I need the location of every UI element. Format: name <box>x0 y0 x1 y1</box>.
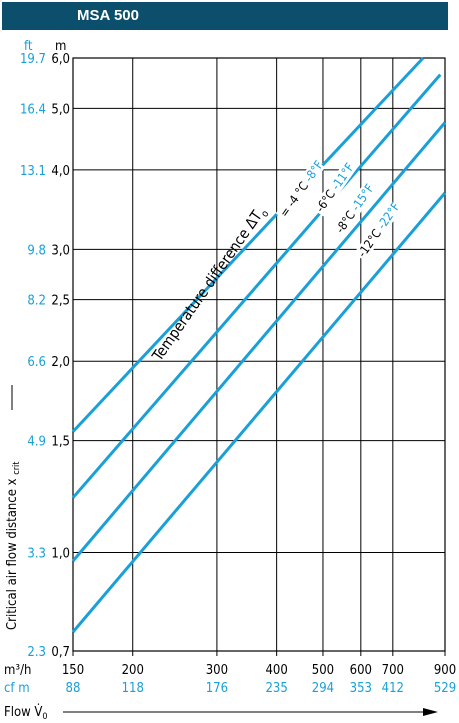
series-line <box>71 73 442 499</box>
y-tick-label-imperial: 8.2 <box>27 294 46 309</box>
x-axis-title: Flow V̇0 <box>4 705 438 722</box>
y-tick-label-imperial: 3.3 <box>27 547 46 562</box>
y-tick-label-imperial: 19.7 <box>20 52 46 67</box>
x-tick-label: 400 <box>265 663 287 678</box>
x-tick-label-imperial: 176 <box>206 681 228 696</box>
svg-text:Critical air flow distance x: Critical air flow distance x crit <box>5 462 22 630</box>
y-title-sub: crit <box>12 462 22 475</box>
plot-border <box>72 57 446 652</box>
x-tick-label-imperial: 294 <box>312 681 334 696</box>
series-line <box>71 56 425 433</box>
series-label-fahrenheit: -22°F <box>374 200 402 232</box>
x-axis-arrowhead <box>423 708 438 716</box>
annotation-sub: o <box>259 208 271 219</box>
chart-header: MSA 500 <box>2 2 448 30</box>
y-tick-label: 4,0 <box>51 164 70 179</box>
x-tick-label-imperial: 235 <box>265 681 287 696</box>
y-tick-label-imperial: 9.8 <box>27 243 46 258</box>
y-tick-label-imperial: 6.6 <box>27 355 46 370</box>
x-tick-label-imperial: 118 <box>122 681 144 696</box>
y-tick-label: 2,5 <box>51 294 70 309</box>
x-tick-label-imperial: 412 <box>382 681 404 696</box>
x-tick-label: 200 <box>122 663 144 678</box>
series-line <box>71 191 447 633</box>
y-tick-label: 0,7 <box>51 645 70 660</box>
series-line <box>71 121 447 562</box>
x-unit-imperial: cf m <box>4 681 30 696</box>
series-label-bg <box>331 176 381 238</box>
x-tick-label: 900 <box>434 663 456 678</box>
series-label-bg <box>353 200 403 262</box>
y-axis-title: Critical air flow distance x crit <box>5 385 22 630</box>
y-tick-label-imperial: 2.3 <box>27 645 46 660</box>
x-title-text: Flow V̇ <box>4 705 42 720</box>
y-unit-m: m <box>55 39 66 54</box>
y-tick-label: 6,0 <box>51 52 70 67</box>
y-tick-label-imperial: 16.4 <box>20 102 46 117</box>
y-tick-label: 2,0 <box>51 355 70 370</box>
y-title-text: Critical air flow distance x <box>5 478 20 630</box>
x-title-sub: 0 <box>42 712 47 722</box>
x-tick-label-imperial: 353 <box>350 681 372 696</box>
y-tick-label: 5,0 <box>51 102 70 117</box>
x-tick-label: 150 <box>62 663 84 678</box>
x-tick-label: 600 <box>350 663 372 678</box>
y-unit-ft: ft <box>24 39 33 54</box>
x-tick-label: 700 <box>382 663 404 678</box>
x-tick-label-imperial: 529 <box>434 681 456 696</box>
y-tick-label: 1,0 <box>51 547 70 562</box>
series-label-bg <box>311 155 361 217</box>
svg-text:Flow V̇0: Flow V̇0 <box>4 705 48 722</box>
series-label-bg <box>275 159 326 222</box>
y-tick-label-imperial: 13.1 <box>20 164 46 179</box>
y-tick-label: 3,0 <box>51 243 70 258</box>
x-tick-label: 500 <box>312 663 334 678</box>
chart-title: MSA 500 <box>77 7 139 24</box>
series-label-celsius: = -4 °C <box>277 176 313 219</box>
x-unit-metric: m³/h <box>4 663 31 678</box>
x-tick-label-imperial: 88 <box>66 681 81 696</box>
x-tick-label: 300 <box>206 663 228 678</box>
y-tick-label-imperial: 4.9 <box>27 435 46 450</box>
y-tick-label: 1,5 <box>51 435 70 450</box>
